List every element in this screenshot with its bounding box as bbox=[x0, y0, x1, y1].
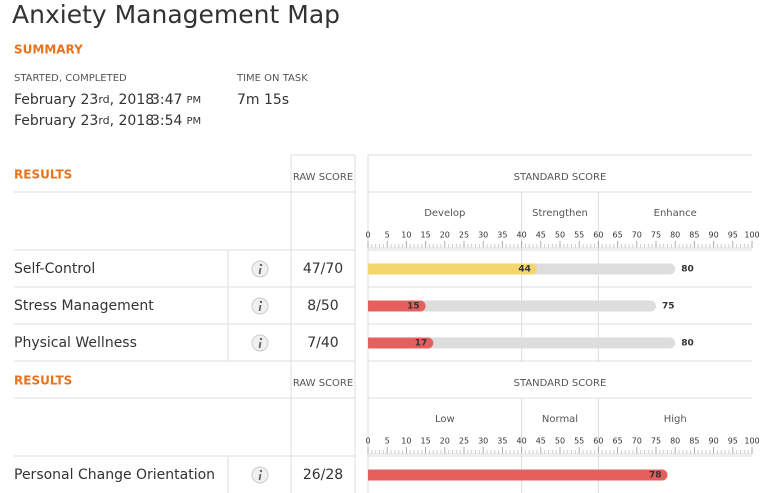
score-bar-edge bbox=[368, 263, 374, 275]
tick-label: 75 bbox=[651, 231, 661, 240]
tick-label: 25 bbox=[459, 231, 469, 240]
tick-label: 10 bbox=[401, 231, 411, 240]
tick-label: 5 bbox=[385, 437, 390, 446]
raw-score: 8/50 bbox=[307, 298, 338, 314]
tick-label: 0 bbox=[365, 231, 370, 240]
raw-score: 7/40 bbox=[307, 335, 338, 351]
tick-label: 95 bbox=[728, 231, 738, 240]
tick-label: 55 bbox=[574, 437, 584, 446]
started-label: STARTED, COMPLETED bbox=[14, 73, 127, 84]
raw-score: 26/28 bbox=[303, 467, 343, 483]
tick-label: 75 bbox=[651, 437, 661, 446]
tick-label: 80 bbox=[670, 231, 680, 240]
score-bar-edge bbox=[368, 469, 374, 481]
info-dot bbox=[259, 263, 263, 267]
time-label: TIME ON TASK bbox=[236, 73, 308, 84]
info-dot bbox=[259, 300, 263, 304]
results-label: RESULTS bbox=[14, 374, 72, 388]
info-stem bbox=[258, 267, 262, 275]
tick-label: 40 bbox=[517, 437, 527, 446]
page-title: Anxiety Management Map bbox=[12, 0, 340, 29]
row-name: Physical Wellness bbox=[14, 335, 137, 351]
score-label: 15 bbox=[407, 302, 420, 312]
tick-label: 50 bbox=[555, 437, 565, 446]
standard-score-header: STANDARD SCORE bbox=[514, 378, 607, 389]
tick-label: 25 bbox=[459, 437, 469, 446]
tick-label: 85 bbox=[689, 231, 699, 240]
tick-label: 45 bbox=[536, 437, 546, 446]
tick-label: 45 bbox=[536, 231, 546, 240]
tick-label: 80 bbox=[670, 437, 680, 446]
band-label: Strengthen bbox=[532, 208, 588, 219]
info-dot bbox=[259, 469, 263, 473]
tick-label: 35 bbox=[497, 437, 507, 446]
row-name: Self-Control bbox=[14, 261, 95, 277]
tick-label: 95 bbox=[728, 437, 738, 446]
time-value: 7m 15s bbox=[237, 92, 289, 108]
raw-score: 47/70 bbox=[303, 261, 343, 277]
tick-label: 85 bbox=[689, 437, 699, 446]
score-bar-edge bbox=[368, 300, 374, 312]
summary-label: SUMMARY bbox=[14, 43, 83, 57]
tick-label: 55 bbox=[574, 231, 584, 240]
tick-label: 30 bbox=[478, 231, 488, 240]
tick-label: 30 bbox=[478, 437, 488, 446]
tick-label: 50 bbox=[555, 231, 565, 240]
tick-label: 100 bbox=[744, 437, 759, 446]
score-bar bbox=[368, 300, 426, 312]
raw-score-header: RAW SCORE bbox=[293, 378, 353, 389]
row-name: Personal Change Orientation bbox=[14, 467, 215, 483]
tick-label: 60 bbox=[593, 231, 603, 240]
tick-label: 65 bbox=[613, 231, 623, 240]
tick-label: 35 bbox=[497, 231, 507, 240]
score-label: 17 bbox=[415, 339, 428, 349]
standard-score-header: STANDARD SCORE bbox=[514, 172, 607, 183]
date-completed: February 23rd, 20183:54 PM bbox=[14, 113, 201, 129]
tick-label: 15 bbox=[421, 231, 431, 240]
range-label: 80 bbox=[681, 339, 694, 349]
tick-label: 40 bbox=[517, 231, 527, 240]
info-dot bbox=[259, 337, 263, 341]
tick-label: 15 bbox=[421, 437, 431, 446]
score-bar bbox=[368, 337, 434, 349]
range-bar bbox=[368, 300, 656, 312]
band-label: Develop bbox=[424, 208, 465, 219]
tick-label: 5 bbox=[385, 231, 390, 240]
tick-label: 20 bbox=[440, 437, 450, 446]
score-bar bbox=[368, 469, 668, 481]
tick-label: 0 bbox=[365, 437, 370, 446]
info-stem bbox=[258, 341, 262, 349]
tick-label: 65 bbox=[613, 437, 623, 446]
score-bar-edge bbox=[368, 337, 374, 349]
range-label: 80 bbox=[681, 265, 694, 275]
info-icon[interactable] bbox=[251, 466, 269, 484]
tick-label: 70 bbox=[632, 437, 642, 446]
date-started: February 23rd, 20183:47 PM bbox=[14, 92, 201, 108]
tick-label: 70 bbox=[632, 231, 642, 240]
tick-label: 100 bbox=[744, 231, 759, 240]
row-name: Stress Management bbox=[14, 298, 154, 314]
tick-label: 90 bbox=[709, 231, 719, 240]
band-label: Enhance bbox=[654, 208, 697, 219]
tick-label: 60 bbox=[593, 437, 603, 446]
results-label: RESULTS bbox=[14, 168, 72, 182]
info-icon[interactable] bbox=[251, 260, 269, 278]
tick-label: 10 bbox=[401, 437, 411, 446]
info-icon[interactable] bbox=[251, 334, 269, 352]
range-bar bbox=[368, 337, 676, 349]
score-label: 78 bbox=[649, 471, 662, 481]
band-label: Normal bbox=[542, 414, 578, 425]
info-stem bbox=[258, 304, 262, 312]
band-label: High bbox=[664, 414, 687, 425]
tick-label: 20 bbox=[440, 231, 450, 240]
info-stem bbox=[258, 473, 262, 481]
tick-label: 90 bbox=[709, 437, 719, 446]
score-label: 44 bbox=[518, 265, 531, 275]
info-icon[interactable] bbox=[251, 297, 269, 315]
raw-score-header: RAW SCORE bbox=[293, 172, 353, 183]
range-label: 75 bbox=[662, 302, 675, 312]
score-bar bbox=[368, 263, 537, 275]
band-label: Low bbox=[435, 414, 455, 425]
